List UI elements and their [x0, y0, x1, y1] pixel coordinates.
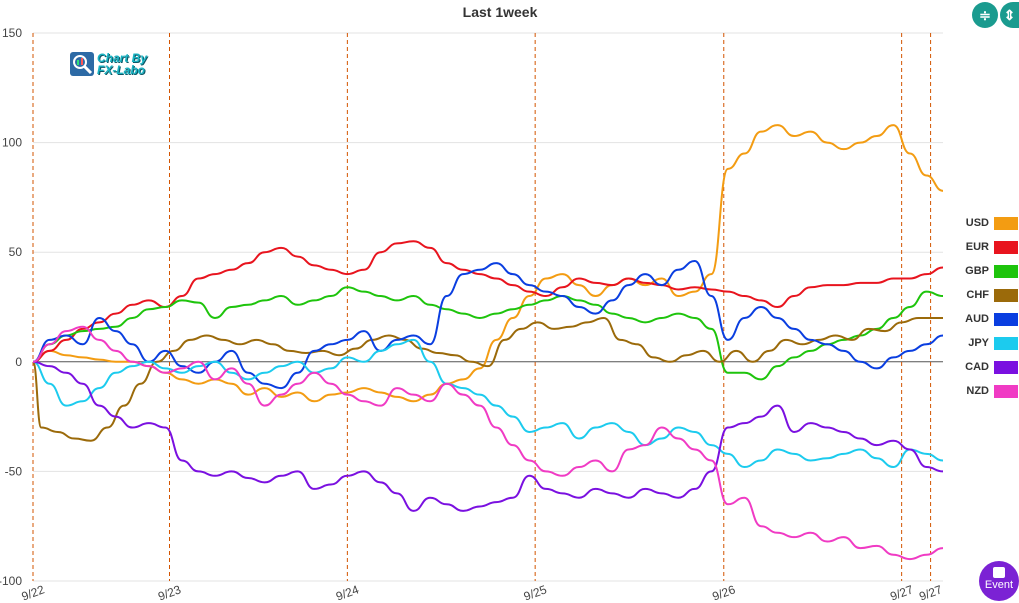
legend-item-gbp[interactable]: GBP — [954, 259, 1018, 283]
x-tick-label: 9/25 — [522, 582, 549, 603]
series-line-chf — [32, 316, 943, 442]
legend-label: NZD — [966, 385, 989, 397]
legend-item-usd[interactable]: USD — [954, 211, 1018, 235]
series-line-aud — [32, 259, 944, 390]
grid-lines — [33, 32, 943, 582]
legend-swatch — [994, 288, 1018, 302]
y-axis-ticks: 150 100 50 0 -50 -100 — [0, 26, 22, 588]
series-line-nzd — [32, 325, 944, 561]
event-button[interactable]: Event — [979, 561, 1019, 601]
legend-item-jpy[interactable]: JPY — [954, 331, 1018, 355]
legend-swatch — [994, 264, 1018, 278]
chart-title: Last 1week — [462, 4, 538, 20]
logo-line2: FX-Labo — [97, 63, 145, 77]
event-label: Event — [984, 579, 1014, 591]
legend: USD EUR GBP CHF AUD JPY CAD NZD — [954, 211, 1018, 403]
x-tick-label: 9/27 — [888, 582, 915, 603]
x-axis-ticks: 9/22 9/23 9/24 9/25 9/26 9/27 9/27 — [20, 582, 945, 603]
series-lines — [32, 124, 944, 561]
series-line-cad — [32, 360, 944, 512]
legend-label: GBP — [965, 265, 989, 277]
legend-swatch — [994, 336, 1018, 350]
x-tick-label: 9/23 — [156, 582, 183, 603]
fx-labo-logo: Chart By FX-Labo — [70, 52, 147, 76]
x-tick-label: 9/26 — [710, 582, 737, 603]
legend-swatch — [994, 360, 1018, 374]
legend-swatch — [994, 216, 1018, 230]
series-line-gbp — [32, 286, 944, 381]
legend-label: CAD — [965, 361, 989, 373]
y-tick-label: 150 — [2, 26, 22, 40]
legend-item-aud[interactable]: AUD — [954, 307, 1018, 331]
y-tick-label: -100 — [0, 574, 22, 588]
x-tick-label: 9/22 — [20, 582, 47, 603]
magnifier-chart-icon — [70, 52, 94, 76]
legend-item-eur[interactable]: EUR — [954, 235, 1018, 259]
collapse-button[interactable]: ≑ — [972, 2, 998, 28]
legend-swatch — [994, 240, 1018, 254]
series-line-usd — [32, 124, 944, 403]
legend-swatch — [994, 384, 1018, 398]
legend-label: EUR — [965, 241, 989, 253]
legend-item-chf[interactable]: CHF — [954, 283, 1018, 307]
legend-label: AUD — [965, 313, 989, 325]
y-tick-label: 0 — [15, 355, 22, 369]
y-tick-label: -50 — [5, 464, 23, 478]
calendar-icon — [993, 567, 1005, 578]
date-separators — [32, 33, 932, 581]
legend-swatch — [994, 312, 1018, 326]
legend-label: CHF — [966, 289, 989, 301]
series-line-jpy — [32, 338, 944, 469]
y-tick-label: 50 — [9, 245, 23, 259]
expand-button[interactable]: ⇕ — [1000, 2, 1019, 28]
logo-line1: Chart By — [97, 51, 148, 65]
series-line-eur — [32, 240, 944, 363]
x-tick-label: 9/24 — [334, 582, 361, 603]
x-tick-label: 9/27 — [917, 582, 944, 603]
legend-item-nzd[interactable]: NZD — [954, 379, 1018, 403]
y-tick-label: 100 — [2, 136, 22, 150]
legend-label: USD — [965, 217, 989, 229]
legend-label: JPY — [968, 337, 989, 349]
legend-item-cad[interactable]: CAD — [954, 355, 1018, 379]
